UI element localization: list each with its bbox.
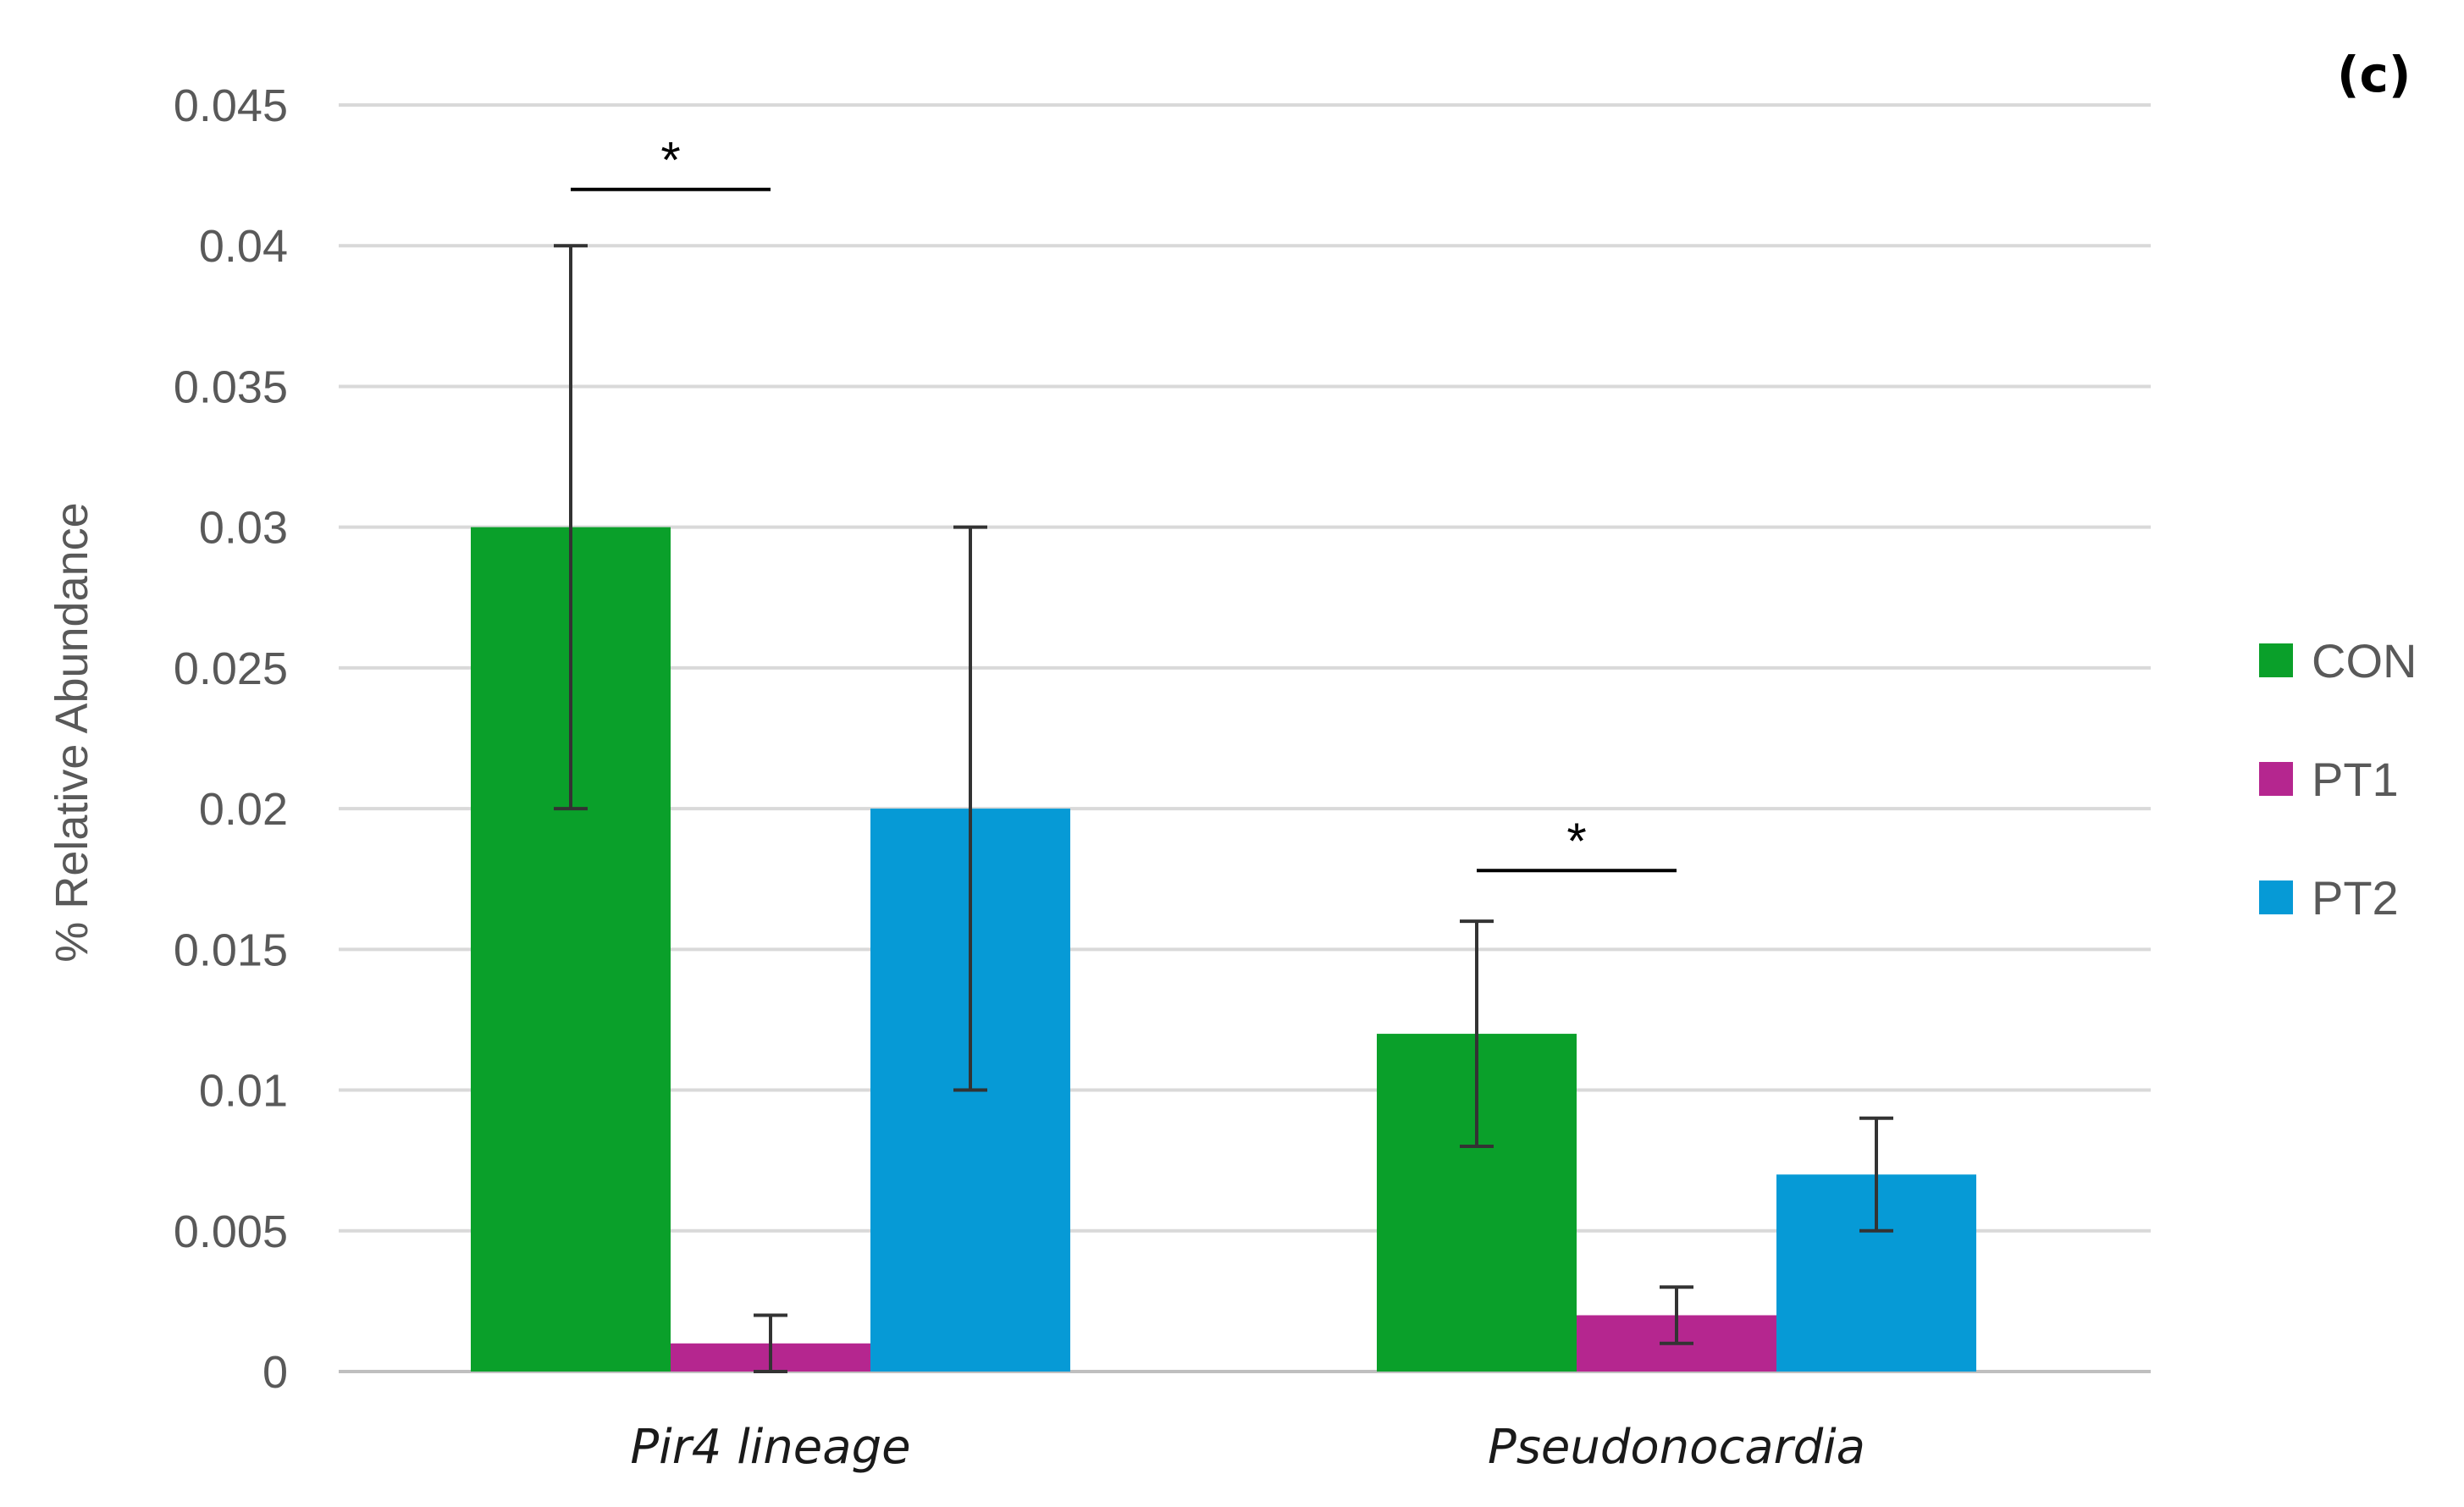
error-bar	[1859, 1116, 1893, 1233]
significance-star: *	[1566, 813, 1586, 869]
error-bar	[1460, 919, 1494, 1149]
significance-star: *	[660, 132, 680, 189]
legend: CON PT1 PT2	[2259, 634, 2417, 925]
error-bar	[754, 1313, 787, 1373]
error-bars	[554, 244, 1893, 1373]
y-tick-label: 0.035	[174, 362, 288, 412]
error-bar	[953, 525, 987, 1092]
y-tick-label: 0.015	[174, 925, 288, 975]
error-bar	[554, 244, 588, 811]
legend-swatch-con	[2259, 643, 2293, 677]
legend-label-pt1: PT1	[2312, 753, 2399, 806]
y-tick-label: 0.005	[174, 1206, 288, 1257]
y-axis-title: % Relative Abundance	[47, 502, 97, 962]
y-tick-label: 0.03	[199, 503, 288, 554]
legend-swatch-pt2	[2259, 880, 2293, 914]
y-tick-label: 0.02	[199, 784, 288, 835]
y-tick-label: 0.01	[199, 1066, 288, 1117]
x-axis-categories: Pir4 lineage Pseudonocardia	[630, 1420, 1865, 1475]
legend-swatch-pt1	[2259, 762, 2293, 796]
y-tick-label: 0.045	[174, 80, 288, 131]
x-category-label: Pir4 lineage	[630, 1420, 910, 1475]
y-tick-label: 0.04	[199, 221, 288, 272]
legend-label-pt2: PT2	[2312, 871, 2399, 925]
legend-label-con: CON	[2312, 634, 2417, 687]
x-category-label: Pseudonocardia	[1488, 1420, 1865, 1475]
significance-markers: **	[571, 132, 1677, 873]
y-axis-ticks: 0 0.005 0.01 0.015 0.02 0.025 0.03 0.035 0.04 0.0…	[174, 80, 288, 1398]
error-bar	[1660, 1285, 1693, 1345]
y-tick-label: 0.025	[174, 643, 288, 694]
panel-label: (c)	[2337, 46, 2411, 103]
y-tick-label: 0	[262, 1347, 288, 1398]
